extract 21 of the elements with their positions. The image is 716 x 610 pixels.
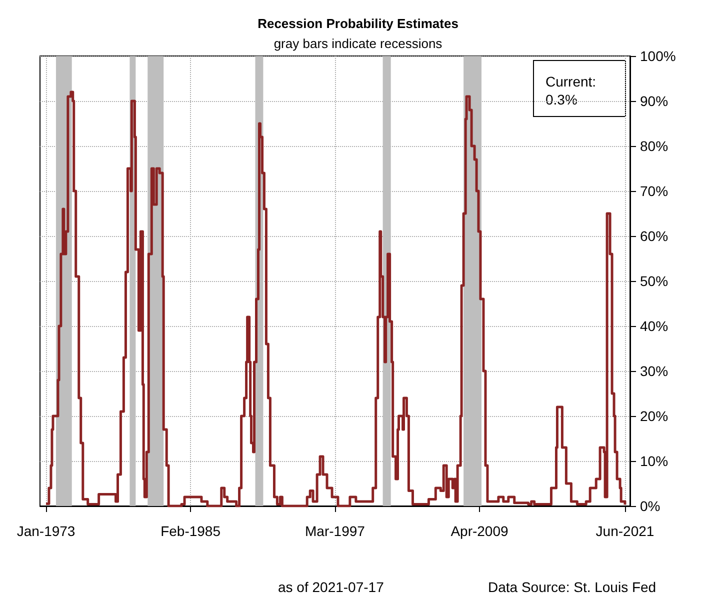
y-tick-label: 10% xyxy=(640,453,668,469)
y-tick-label: 80% xyxy=(640,138,668,154)
source-note: Data Source: St. Louis Fed xyxy=(488,579,656,595)
y-tick-label: 70% xyxy=(640,183,668,199)
y-tick-label: 50% xyxy=(640,273,668,289)
y-tick-label: 30% xyxy=(640,363,668,379)
y-tick-label: 100% xyxy=(640,48,676,64)
chart-title: Recession Probability Estimates xyxy=(258,16,458,31)
x-tick-label: Mar-1997 xyxy=(305,523,366,539)
y-tick-label: 40% xyxy=(640,318,668,334)
annotation: Current: 0.3% xyxy=(546,74,596,108)
x-tick-label: Jan-1973 xyxy=(16,523,76,539)
x-tick-label: Apr-2009 xyxy=(450,523,508,539)
y-tick-label: 90% xyxy=(640,93,668,109)
chart-subtitle: gray bars indicate recessions xyxy=(274,36,443,51)
text: as of 2021-07-17 xyxy=(278,579,384,595)
y-tick-label: 20% xyxy=(640,408,668,424)
x-tick-label: Feb-1985 xyxy=(160,523,221,539)
x-tick-label: Jun-2021 xyxy=(596,523,654,539)
y-tick-label: 60% xyxy=(640,228,668,244)
y-tick-label: 0% xyxy=(640,498,660,514)
